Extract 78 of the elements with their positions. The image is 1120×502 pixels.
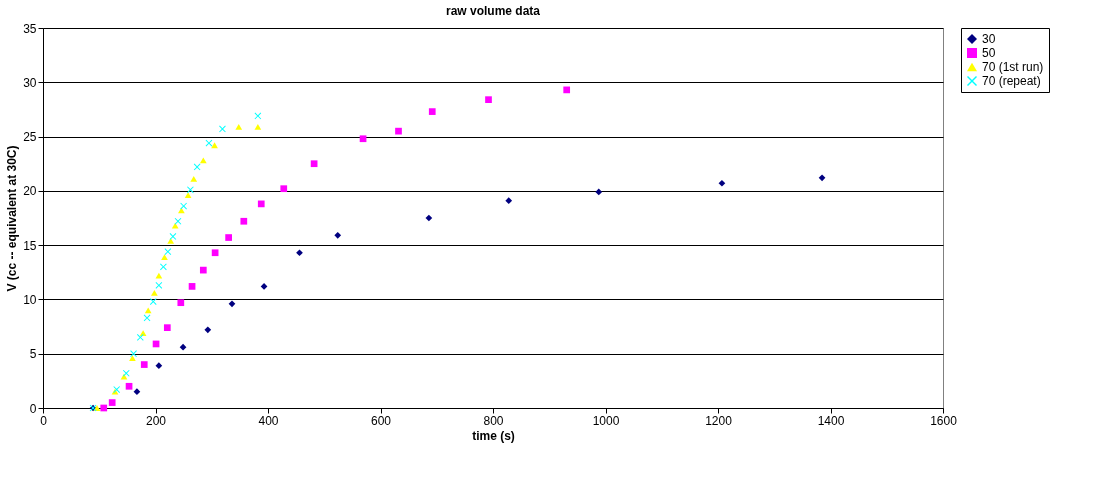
point <box>125 382 133 390</box>
chart-title: raw volume data <box>445 4 541 18</box>
point <box>334 232 342 239</box>
x-tick-label: 800 <box>483 413 504 428</box>
point <box>179 343 187 351</box>
point <box>425 214 433 222</box>
point <box>122 369 130 377</box>
point <box>164 248 172 256</box>
point <box>595 188 603 196</box>
point <box>155 362 163 370</box>
legend-label: 50 <box>982 46 996 60</box>
point <box>180 202 187 210</box>
point <box>280 185 288 193</box>
x-tick-label: 200 <box>145 413 167 428</box>
point <box>161 254 168 260</box>
point <box>228 300 236 308</box>
point <box>144 307 152 314</box>
point <box>563 86 571 94</box>
point <box>169 233 177 240</box>
y-tick-label: 25 <box>23 130 37 145</box>
point <box>235 123 243 130</box>
point <box>225 234 232 241</box>
x-tick-label: 1200 <box>705 413 733 428</box>
point <box>428 108 436 115</box>
point <box>240 217 248 225</box>
point <box>160 263 167 271</box>
x-axis-title: time (s) <box>472 428 515 443</box>
point <box>257 200 265 208</box>
point <box>204 326 212 334</box>
x-tick-label: 0 <box>40 413 48 428</box>
x-tick-label: 1600 <box>930 413 958 428</box>
legend-label: 30 <box>982 32 996 46</box>
point <box>190 176 198 182</box>
y-axis-title: V (cc -- equivalent at 30C) <box>5 145 20 292</box>
point <box>505 197 513 204</box>
point <box>129 355 136 361</box>
x-tick-label: 1000 <box>592 413 620 428</box>
point <box>163 324 171 332</box>
point <box>818 174 826 182</box>
point <box>359 135 367 143</box>
x-tick-label: 400 <box>258 413 279 428</box>
point <box>395 127 402 135</box>
point <box>187 186 194 194</box>
point <box>718 179 726 187</box>
y-tick-label: 15 <box>23 238 37 253</box>
point <box>149 298 157 305</box>
point <box>108 399 116 406</box>
point <box>133 388 141 396</box>
point <box>155 281 163 289</box>
point <box>254 123 262 130</box>
point <box>260 283 268 290</box>
point <box>140 361 148 368</box>
point <box>219 125 226 133</box>
point <box>188 283 196 290</box>
point <box>167 237 175 244</box>
point <box>184 192 192 199</box>
legend-label: 70 (repeat) <box>982 74 1041 88</box>
legend-label: 70 (1st run) <box>982 60 1044 74</box>
x-tick-label: 1400 <box>817 413 845 428</box>
point <box>211 142 218 149</box>
point <box>485 96 492 104</box>
point <box>211 249 219 257</box>
y-tick-label: 5 <box>29 347 37 362</box>
point <box>93 405 101 411</box>
point <box>177 299 185 307</box>
point <box>151 290 158 296</box>
y-tick-label: 30 <box>23 75 37 90</box>
point <box>199 266 207 274</box>
point <box>296 249 303 257</box>
point <box>139 330 147 336</box>
y-tick-label: 35 <box>23 21 37 36</box>
y-tick-label: 20 <box>23 184 37 199</box>
point <box>100 404 108 412</box>
point <box>310 160 318 168</box>
x-tick-label: 600 <box>370 413 392 428</box>
y-tick-label: 0 <box>29 401 37 416</box>
point <box>171 222 179 229</box>
y-tick-label: 10 <box>23 292 37 307</box>
